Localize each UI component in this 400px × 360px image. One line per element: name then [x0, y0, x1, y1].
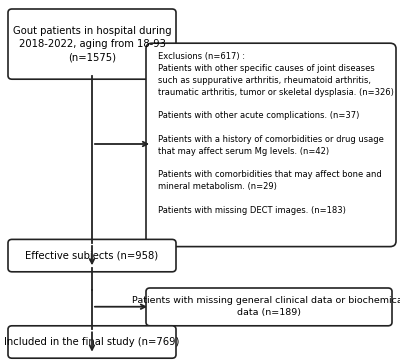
- Text: Exclusions (n=617) :
Patients with other specific causes of joint diseases
such : Exclusions (n=617) : Patients with other…: [158, 52, 394, 215]
- Text: Effective subjects (n=958): Effective subjects (n=958): [26, 251, 158, 261]
- Text: Included in the final study (n=769): Included in the final study (n=769): [4, 337, 180, 347]
- FancyBboxPatch shape: [146, 43, 396, 247]
- FancyBboxPatch shape: [8, 239, 176, 272]
- Text: Patients with missing general clinical data or biochemical
data (n=189): Patients with missing general clinical d…: [132, 296, 400, 317]
- FancyBboxPatch shape: [146, 288, 392, 326]
- FancyBboxPatch shape: [8, 9, 176, 79]
- Text: Gout patients in hospital during
2018-2022, aging from 18-93
(n=1575): Gout patients in hospital during 2018-20…: [13, 26, 171, 62]
- FancyBboxPatch shape: [8, 326, 176, 358]
